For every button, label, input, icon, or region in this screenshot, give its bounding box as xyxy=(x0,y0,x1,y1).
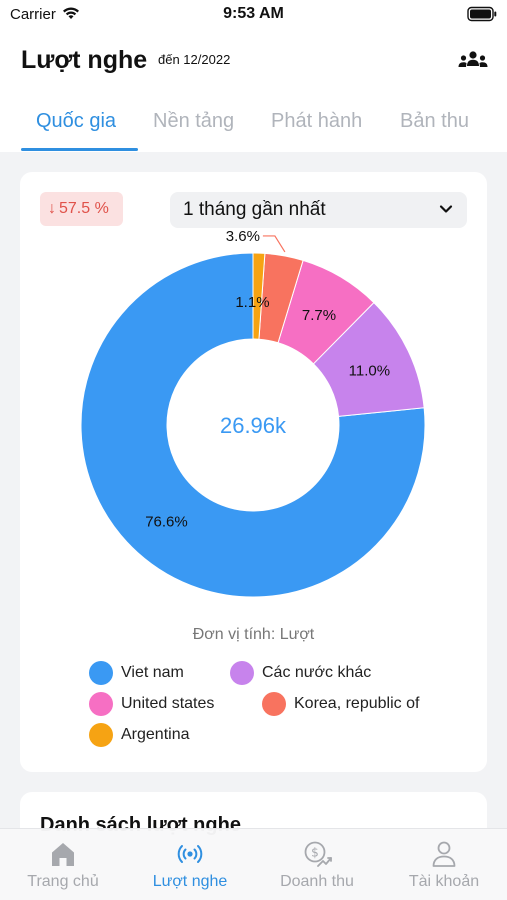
donut-chart: 76.6% 11.0% 7.7% 3.6% 1.1% 26.96k xyxy=(80,228,426,598)
wifi-icon xyxy=(63,7,79,19)
active-tab-indicator xyxy=(21,148,138,151)
nav-label: Trang chủ xyxy=(27,873,99,890)
legend-swatch xyxy=(89,661,113,685)
legend-swatch xyxy=(89,723,113,747)
donut-center-total: 26.96k xyxy=(220,413,287,438)
home-icon xyxy=(52,843,74,866)
legend-swatch xyxy=(230,661,254,685)
period-selected-value: 1 tháng gần nhất xyxy=(183,199,326,220)
nav-item-listens[interactable]: Lượt nghe xyxy=(127,829,253,900)
slice-value-label: 11.0% xyxy=(349,362,390,379)
tab-ban-thu[interactable]: Bản thu xyxy=(400,110,469,132)
nav-item-revenue[interactable]: $ Doanh thu xyxy=(254,829,380,900)
legend-swatch xyxy=(262,692,286,716)
donut-slice-viet-nam[interactable] xyxy=(80,252,426,598)
status-bar: Carrier 9:53 AM xyxy=(0,0,507,30)
arrow-down-icon: ↓ xyxy=(48,200,56,217)
legend-swatch xyxy=(89,692,113,716)
nav-item-account[interactable]: Tài khoản xyxy=(381,829,507,900)
change-value: 57.5 % xyxy=(59,200,109,217)
chevron-down-icon xyxy=(439,205,453,213)
carrier-label: Carrier xyxy=(10,6,56,23)
tab-quoc-gia[interactable]: Quốc gia xyxy=(36,110,117,132)
legend-label: Các nước khác xyxy=(262,664,372,681)
chart-card: ↓ 57.5 % 1 tháng gần nhất 76.6% 11.0% 7.7% 3… xyxy=(20,172,487,772)
tab-nen-tang[interactable]: Nền tảng xyxy=(153,110,235,132)
slice-value-label: 7.7% xyxy=(302,307,336,324)
svg-text:$: $ xyxy=(311,846,319,860)
donut-slice-argentina[interactable] xyxy=(252,252,266,340)
change-badge: ↓ 57.5 % xyxy=(40,192,123,226)
period-dropdown[interactable]: 1 tháng gần nhất xyxy=(170,192,467,228)
nav-item-home[interactable]: Trang chủ xyxy=(0,829,126,900)
tab-phat-hanh[interactable]: Phát hành xyxy=(271,110,363,132)
battery-icon xyxy=(467,6,497,22)
slice-value-label: 1.1% xyxy=(235,294,269,311)
broadcast-icon xyxy=(177,845,203,863)
slice-value-label: 3.6% xyxy=(226,228,260,245)
unit-note: Đơn vị tính: Lượt xyxy=(192,626,315,643)
slice-leader-line xyxy=(262,235,286,253)
nav-label: Tài khoản xyxy=(408,873,480,890)
legend-label: United states xyxy=(121,695,215,712)
group-users-icon[interactable] xyxy=(457,50,489,72)
legend-label: Korea, republic of xyxy=(294,695,420,712)
clock: 9:53 AM xyxy=(223,5,284,22)
date-note: đến 12/2022 xyxy=(158,52,231,67)
header: Lượt nghe đến 12/2022 xyxy=(0,40,507,84)
nav-label: Lượt nghe xyxy=(152,873,228,890)
page-title: Lượt nghe xyxy=(21,46,148,74)
nav-label: Doanh thu xyxy=(280,873,354,890)
tab-bar: Quốc gia Nền tảng Phát hành Bản thu xyxy=(0,100,507,152)
revenue-icon: $ xyxy=(304,841,332,867)
bottom-nav: Trang chủ Lượt nghe $ Doanh thu Tài khoả… xyxy=(0,828,507,900)
legend-label: Argentina xyxy=(121,726,190,743)
account-icon xyxy=(432,841,456,867)
slice-value-label: 76.6% xyxy=(145,514,188,531)
legend-label: Viet nam xyxy=(121,664,184,681)
